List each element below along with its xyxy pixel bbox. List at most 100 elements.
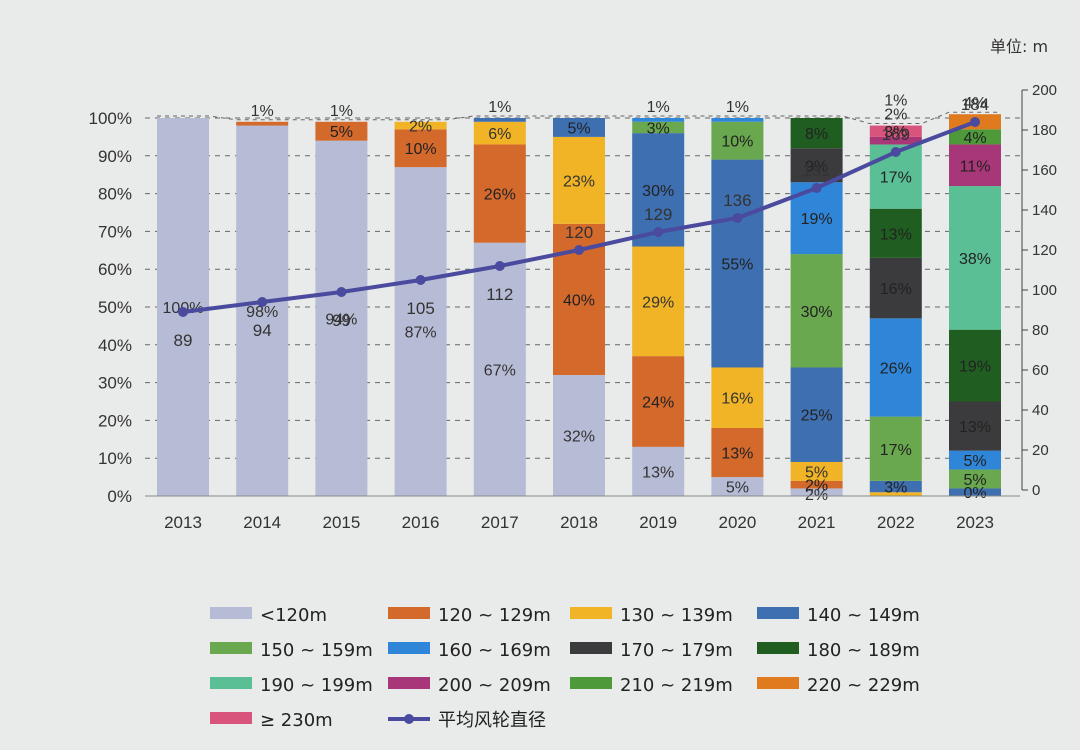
right-tick-label: 60 (1032, 362, 1049, 379)
segment-label: 16% (880, 281, 912, 298)
right-tick-label: 20 (1032, 442, 1049, 459)
bar-segment (949, 488, 1001, 496)
line-value-label: 94 (253, 321, 272, 340)
segment-label: 23% (563, 173, 595, 190)
right-tick-label: 100 (1032, 282, 1057, 299)
segment-label: 13% (721, 446, 753, 463)
bar-segment (949, 144, 1001, 187)
bar-segment (869, 257, 922, 319)
segment-label: 1% (884, 93, 907, 110)
segment-label: 5% (330, 124, 353, 141)
bar-segment (949, 329, 1001, 402)
line-value-label: 136 (723, 191, 751, 210)
bar-segment (473, 121, 526, 145)
segment-label: 1% (726, 99, 749, 116)
x-tick-label: 2022 (877, 513, 915, 532)
legend-swatch (210, 642, 252, 654)
legend-label: 200 ~ 209m (438, 675, 551, 696)
bar-segment (949, 129, 1001, 145)
segment-label: 1% (647, 99, 670, 116)
segment-label: 13% (642, 464, 674, 481)
segment-label: 19% (959, 359, 991, 376)
legend-label: ≥ 230m (260, 710, 333, 731)
bar-segment (553, 375, 605, 496)
bar-segment (949, 401, 1001, 451)
segment-label: 38% (959, 251, 991, 268)
segment-label: 32% (563, 429, 595, 446)
bar-segment (790, 148, 843, 183)
legend-swatch (570, 642, 612, 654)
bar-segment (632, 121, 685, 134)
line-point (732, 213, 743, 223)
legend-label: 140 ~ 149m (807, 605, 920, 626)
bar-stacks (157, 114, 1001, 496)
segment-label: 19% (801, 211, 833, 228)
legend-label: 210 ~ 219m (620, 675, 733, 696)
segment-label: 4% (963, 130, 986, 147)
x-tick-label: 2013 (164, 513, 202, 532)
right-tick-label: 40 (1032, 402, 1049, 419)
legend-label: 150 ~ 159m (260, 640, 373, 661)
line-point (811, 183, 822, 193)
left-tick-label: 100% (89, 109, 132, 128)
x-tick-label: 2017 (481, 513, 519, 532)
bar-segment (949, 186, 1001, 330)
line-point (494, 261, 505, 271)
segment-labels: 100%98%1%94%5%1%87%10%2%67%26%6%1%32%40%… (163, 93, 991, 504)
segment-label: 5% (963, 453, 986, 470)
bar-segment (869, 492, 922, 496)
x-tick-label: 2018 (560, 513, 598, 532)
bar-segment (236, 121, 289, 126)
segment-label: 16% (721, 391, 753, 408)
left-tick-label: 90% (98, 147, 132, 166)
line-value-label: 112 (486, 285, 513, 304)
right-tick-label: 180 (1032, 122, 1057, 139)
line-value-label: 151 (802, 161, 830, 180)
bar-segment (711, 118, 764, 122)
bar-segment (869, 480, 922, 493)
legend: <120m 120 ~ 129m 130 ~ 139m 140 ~ 149m 150 ~… (210, 605, 920, 731)
bar-segment (394, 167, 447, 496)
legend-swatch (388, 607, 430, 619)
axes: 0% 10% 20% 30% 40% 50% 60% 70% 80% 90% 100% 0 20 40 60… (89, 82, 1058, 532)
bar-segment (473, 242, 526, 496)
segment-label: 10% (405, 141, 437, 158)
segment-label: 29% (642, 294, 674, 311)
left-tick-label: 20% (98, 411, 132, 430)
bar-segment (236, 125, 289, 496)
line-value-label: 120 (565, 223, 593, 242)
segment-label: 67% (484, 362, 516, 379)
segment-label: 55% (721, 257, 753, 274)
segment-label: 30% (801, 304, 833, 321)
left-tick-label: 60% (98, 260, 132, 279)
segment-label: 11% (960, 158, 991, 175)
segment-label: 30% (642, 183, 674, 200)
bar-segment (315, 121, 368, 141)
legend-swatch (388, 677, 430, 689)
segment-label: 6% (488, 126, 511, 143)
segment-label: 5% (567, 120, 590, 137)
left-tick-label: 30% (98, 374, 132, 393)
bar-segment (473, 144, 526, 243)
right-tick-label: 140 (1032, 202, 1057, 219)
segment-label: 3% (647, 120, 670, 137)
line-point (653, 227, 664, 237)
segment-label: 40% (563, 292, 595, 309)
bar-segment (790, 480, 843, 489)
right-tick-label: 160 (1032, 162, 1057, 179)
legend-swatch (757, 607, 799, 619)
legend-swatch (757, 677, 799, 689)
bar-segment (315, 140, 368, 496)
bar-segment (632, 118, 685, 122)
bar-segment (949, 469, 1001, 489)
legend-label: 平均风轮直径 (438, 710, 546, 731)
bar-segment (553, 136, 605, 224)
line-value-label: 105 (406, 299, 434, 318)
left-tick-label: 0% (107, 487, 132, 506)
legend-label: 220 ~ 229m (807, 675, 920, 696)
left-tick-label: 50% (98, 298, 132, 317)
segment-label: 3% (884, 124, 907, 141)
x-tick-label: 2014 (243, 513, 281, 532)
legend-label: 190 ~ 199m (260, 675, 373, 696)
